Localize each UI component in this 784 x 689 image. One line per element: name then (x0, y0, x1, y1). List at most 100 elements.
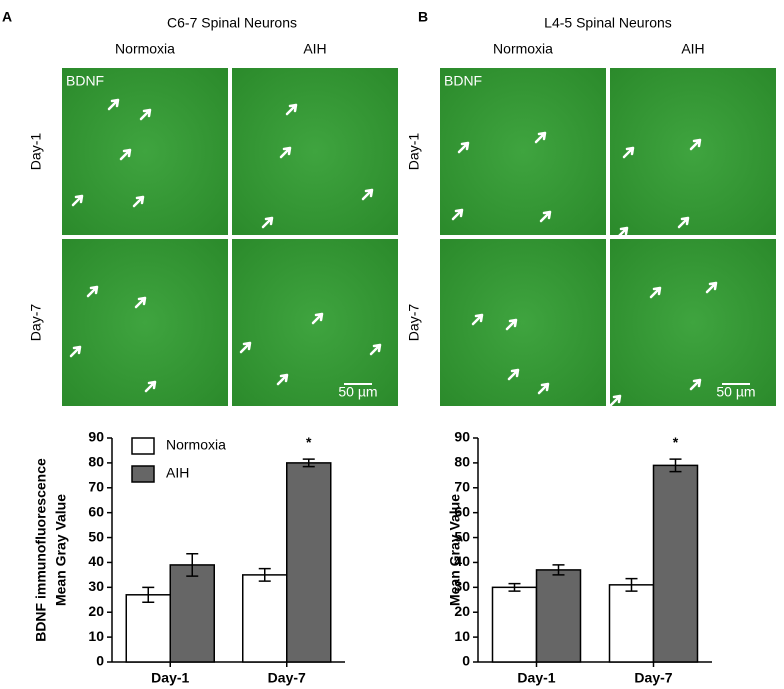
bar (169, 564, 215, 663)
error-bar (142, 586, 155, 604)
arrow (369, 343, 382, 356)
arrow (689, 378, 702, 391)
x-tick-label: Day-1 (151, 670, 189, 686)
arrow (132, 195, 145, 208)
arrow (71, 194, 84, 207)
arrow (144, 380, 157, 393)
legend-label: Normoxia (166, 437, 226, 453)
arrow (134, 296, 147, 309)
arrow (677, 216, 690, 229)
y-tick-label: 30 (88, 578, 104, 594)
bar (608, 584, 655, 663)
error-bar (552, 564, 565, 576)
arrow (311, 312, 324, 325)
y-tick-label: 70 (454, 478, 470, 494)
y-axis-label: Mean Gray Value (447, 494, 463, 606)
y-tick-label: 60 (88, 503, 104, 519)
arrow (689, 138, 702, 151)
y-tick-label: 10 (454, 628, 470, 644)
arrow (457, 141, 470, 154)
arrow (239, 341, 252, 354)
y-tick-label: 20 (454, 603, 470, 619)
arrow (705, 281, 718, 294)
y-tick-label: 90 (454, 429, 470, 445)
error-bar (302, 458, 315, 468)
y-tick-label: 50 (454, 528, 470, 544)
significance-mark: * (306, 434, 312, 450)
arrow (539, 210, 552, 223)
column-label: AIH (681, 41, 704, 57)
arrow (119, 148, 132, 161)
significance-mark: * (673, 434, 679, 450)
y-tick-label: 90 (88, 429, 104, 445)
stain-label: BDNF (444, 73, 482, 89)
micrograph (440, 68, 606, 235)
row-label: Day-1 (28, 133, 44, 171)
y-tick-label: 40 (88, 553, 104, 569)
arrow (649, 286, 662, 299)
arrow (622, 146, 635, 159)
legend-swatch (131, 465, 155, 483)
y-tick-label: 70 (88, 478, 104, 494)
error-bar (625, 577, 638, 592)
micrograph (610, 239, 776, 406)
arrow (505, 318, 518, 331)
arrow (261, 216, 274, 229)
arrow (285, 103, 298, 116)
error-bar (186, 552, 199, 577)
y-tick-label: 10 (88, 628, 104, 644)
panel-title: L4-5 Spinal Neurons (544, 15, 672, 31)
scale-bar-label: 50 µm (716, 384, 755, 400)
bar (535, 569, 582, 663)
arrow (86, 285, 99, 298)
arrow (139, 108, 152, 121)
y-tick-label: 80 (454, 454, 470, 470)
bar (286, 462, 332, 663)
error-bar (669, 458, 682, 473)
arrow (276, 373, 289, 386)
row-label: Day-7 (406, 304, 422, 342)
y-axis-label: BDNF immunofluorescence (33, 458, 49, 642)
arrow (534, 131, 547, 144)
y-tick-label: 0 (96, 653, 104, 669)
y-tick-label: 0 (462, 653, 470, 669)
legend-swatch (131, 437, 155, 455)
column-label: Normoxia (493, 41, 553, 57)
micrograph (62, 239, 228, 406)
bar (242, 574, 288, 663)
arrow (537, 382, 550, 395)
bar (491, 586, 538, 663)
panel-letter: B (418, 9, 428, 25)
stain-label: BDNF (66, 73, 104, 89)
error-bar (258, 567, 271, 582)
bar (125, 594, 171, 663)
arrow (609, 394, 622, 407)
micrograph (610, 68, 776, 235)
y-tick-label: 80 (88, 454, 104, 470)
arrow (616, 226, 629, 239)
panel-letter: A (2, 9, 12, 25)
arrow (69, 345, 82, 358)
y-tick-label: 30 (454, 578, 470, 594)
arrow (361, 188, 374, 201)
y-tick-label: 20 (88, 603, 104, 619)
arrow (471, 313, 484, 326)
column-label: AIH (303, 41, 326, 57)
arrow (451, 208, 464, 221)
x-tick-label: Day-7 (268, 670, 306, 686)
error-bar (508, 582, 521, 592)
arrow (107, 98, 120, 111)
panel-title: C6-7 Spinal Neurons (167, 15, 297, 31)
micrograph (232, 68, 398, 235)
x-tick-label: Day-7 (634, 670, 672, 686)
column-label: Normoxia (115, 41, 175, 57)
y-tick-label: 50 (88, 528, 104, 544)
micrograph (440, 239, 606, 406)
scale-bar-label: 50 µm (338, 384, 377, 400)
y-tick-label: 40 (454, 553, 470, 569)
y-axis-label: Mean Gray Value (53, 494, 69, 606)
x-tick-label: Day-1 (517, 670, 555, 686)
arrow (279, 146, 292, 159)
legend-label: AIH (166, 465, 189, 481)
row-label: Day-1 (406, 133, 422, 171)
